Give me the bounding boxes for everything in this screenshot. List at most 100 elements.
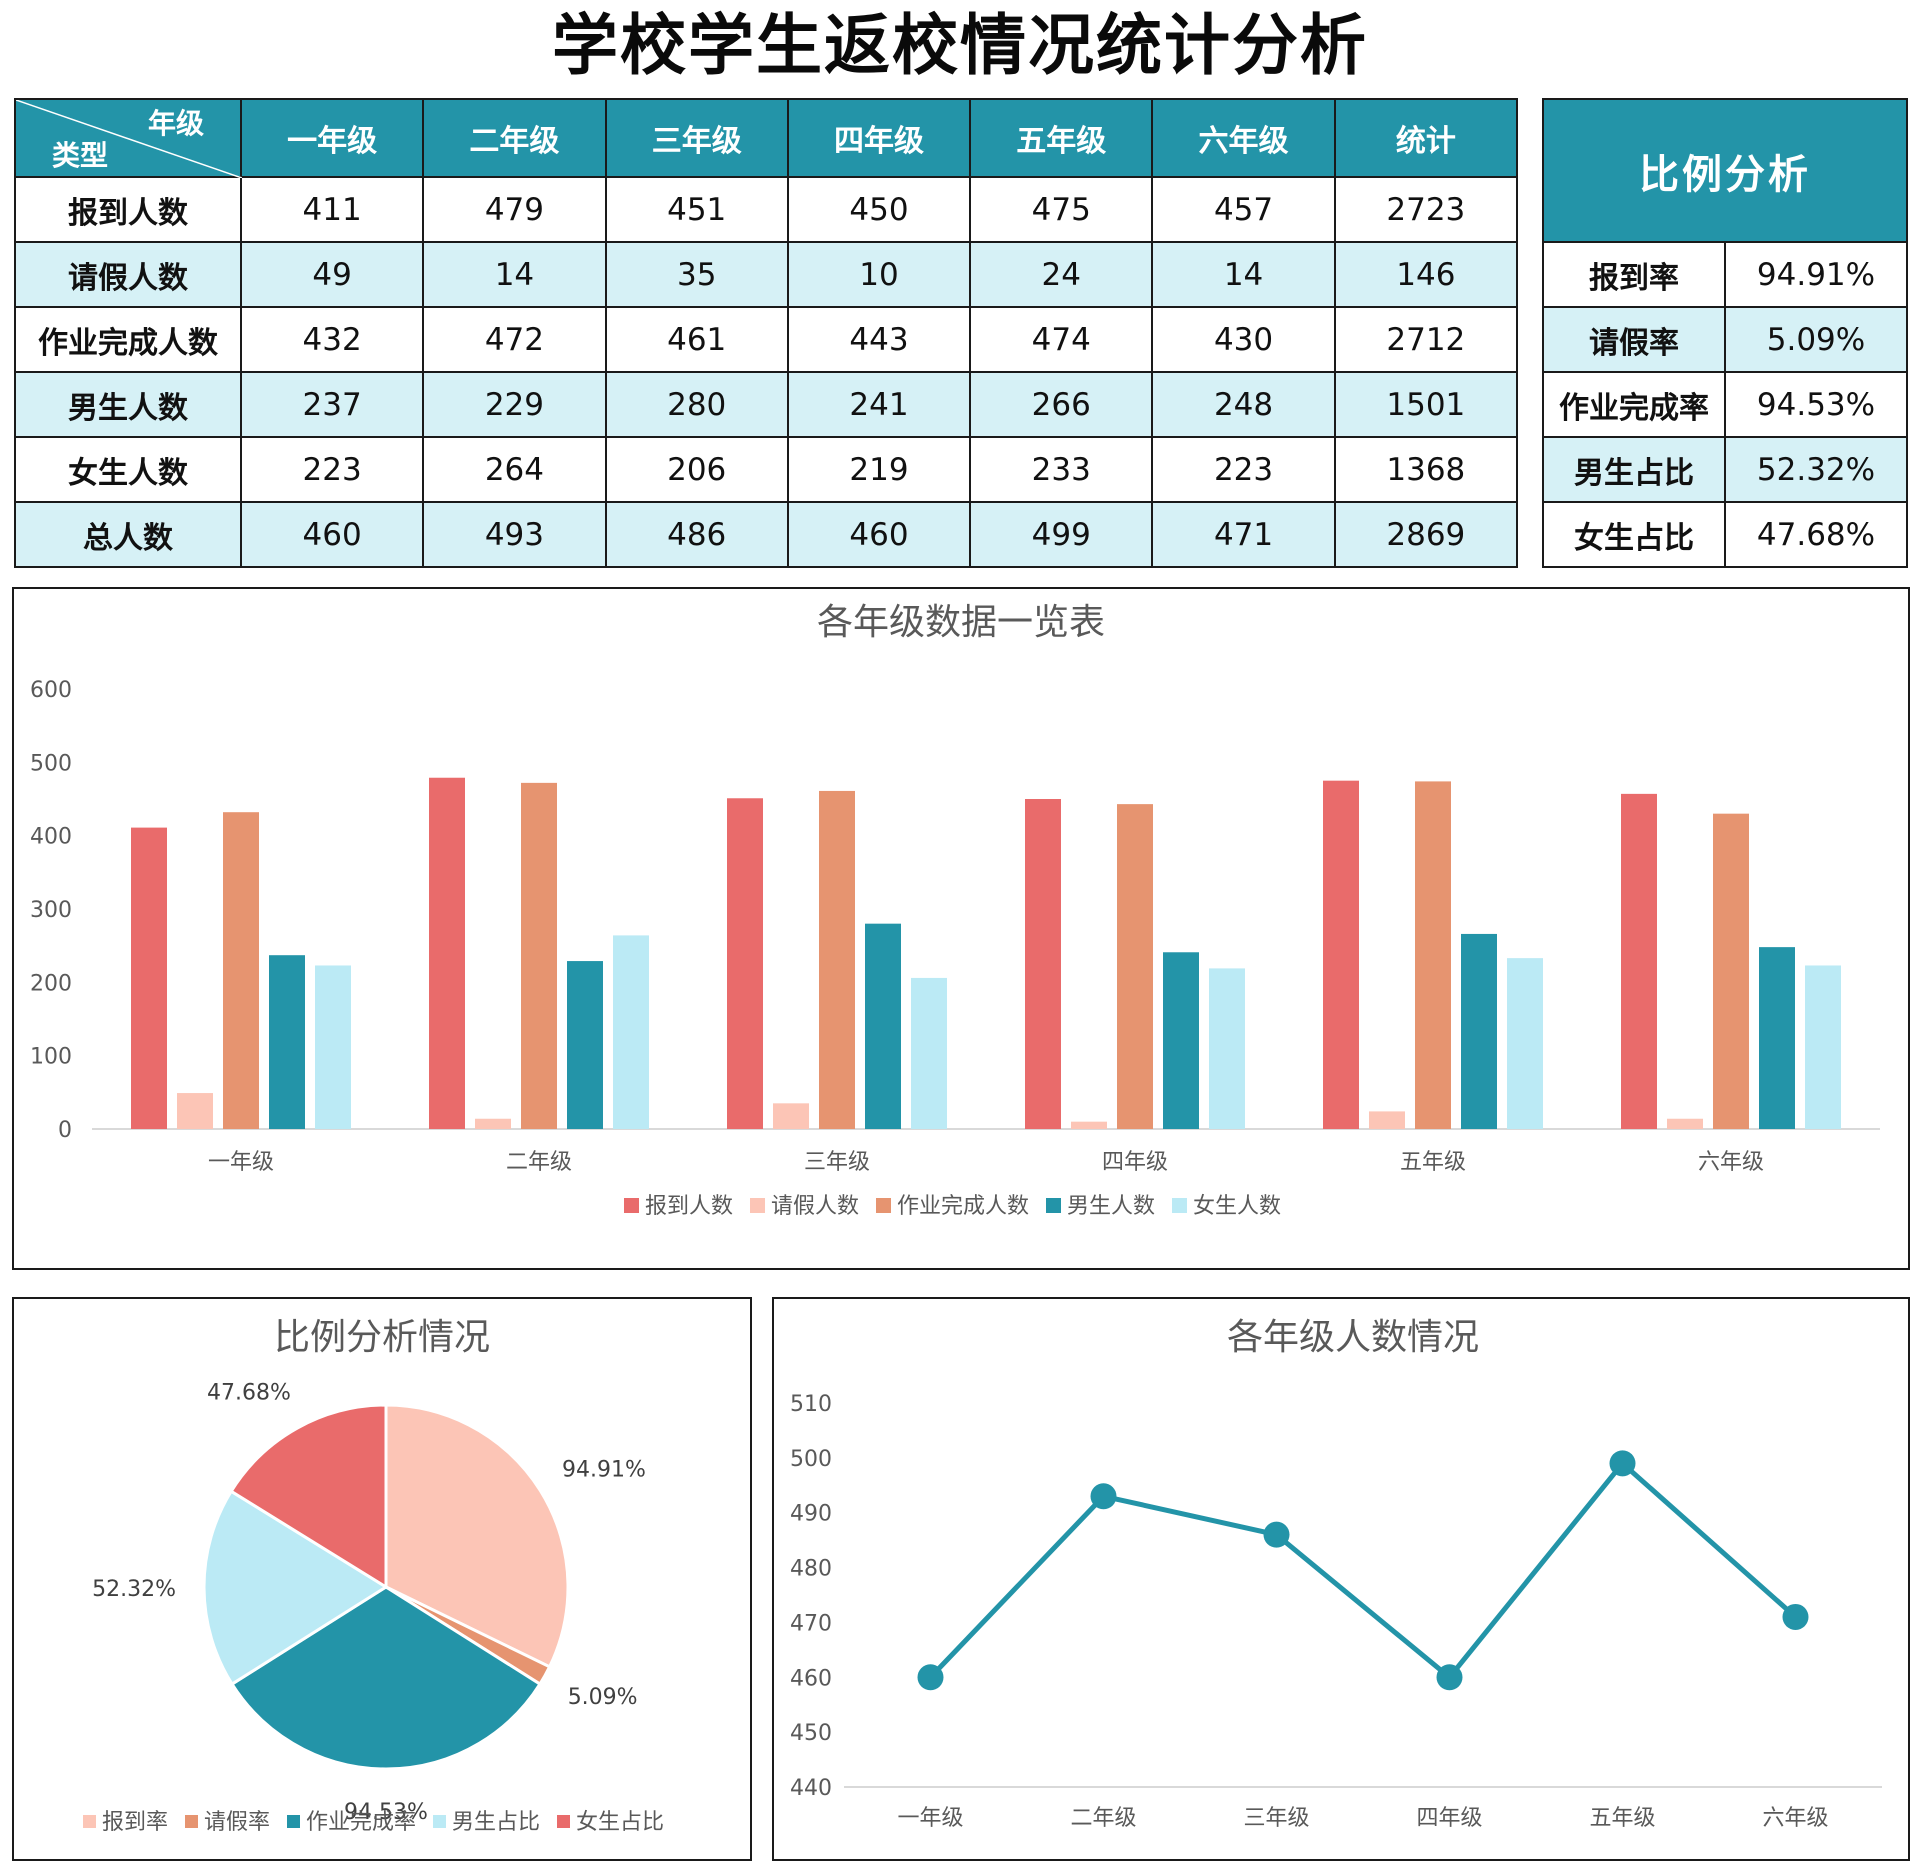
y-tick-label: 480: [790, 1557, 832, 1582]
pie-data-label: 47.68%: [207, 1380, 291, 1405]
table-row: 请假人数 49 14 35 10 24 14 146: [14, 241, 1519, 308]
table-cell: 264: [422, 436, 607, 503]
legend-label: 作业完成率: [306, 1810, 416, 1835]
y-tick-label: 470: [790, 1611, 832, 1636]
x-tick-label: 六年级: [1762, 1806, 1828, 1831]
line-point: [1436, 1664, 1463, 1691]
ratio-table-header: 比例分析: [1542, 98, 1908, 243]
x-tick-label: 五年级: [1589, 1806, 1655, 1831]
chart-title: 各年级数据一览表: [817, 602, 1105, 643]
ratio-label: 报到率: [1542, 241, 1726, 308]
line-chart: 各年级人数情况 440 450 460 470 480 490 500 510 一年级 二年级 三年级…: [790, 1317, 1882, 1831]
pie-chart-panel: 比例分析情况 94.91% 5.09% 94.53% 52.32% 47.68% 报到率 请假…: [12, 1297, 752, 1861]
bar: [1621, 793, 1657, 1129]
table-cell: 1501: [1333, 371, 1519, 438]
x-tick-label: 三年级: [804, 1150, 870, 1175]
table-cell: 443: [786, 306, 972, 373]
line-point: [1782, 1603, 1809, 1630]
bar: [475, 1118, 511, 1129]
ratio-value: 5.09%: [1724, 306, 1908, 373]
pie-data-label: 94.53%: [344, 1800, 428, 1825]
pie-slice: [229, 1585, 543, 1771]
y-tick-label: 450: [790, 1721, 832, 1746]
bar: [1163, 952, 1199, 1129]
table-cell: 474: [969, 306, 1154, 373]
table-cell: 486: [604, 501, 789, 568]
ratio-row: 男生占比 52.32%: [1542, 436, 1908, 503]
x-tick-label: 一年级: [897, 1806, 963, 1831]
pie-data-label: 52.32%: [92, 1577, 176, 1602]
legend-label: 报到人数: [645, 1194, 733, 1219]
bar: [1667, 1118, 1703, 1129]
column-header: 六年级: [1151, 98, 1336, 178]
table-cell: 460: [239, 501, 425, 568]
grade-statistics-table: 年级 类型 一年级 二年级 三年级 四年级 五年级 六年级 统计 报到人数 41…: [14, 98, 1519, 568]
table-cell: 24: [969, 241, 1154, 308]
x-tick-label: 三年级: [1243, 1806, 1309, 1831]
ratio-row: 女生占比 47.68%: [1542, 501, 1908, 568]
row-label: 总人数: [14, 501, 242, 568]
pie-slice: [384, 1403, 570, 1669]
bar: [819, 790, 855, 1129]
bar: [1071, 1121, 1107, 1129]
table-cell: 10: [786, 241, 972, 308]
bar: [223, 812, 259, 1129]
legend-swatch: [624, 1198, 639, 1213]
ratio-value: 94.91%: [1724, 241, 1908, 308]
table-cell: 432: [239, 306, 425, 373]
ratio-value: 52.32%: [1724, 436, 1908, 503]
series-line: [928, 1460, 1798, 1680]
pie-data-label: 94.91%: [562, 1457, 646, 1482]
bar: [1805, 965, 1841, 1129]
table-cell: 471: [1151, 501, 1336, 568]
ratio-label: 女生占比: [1542, 501, 1726, 568]
pie-slice: [229, 1403, 388, 1590]
x-tick-label: 五年级: [1400, 1150, 1466, 1175]
bar: [1025, 799, 1061, 1129]
legend-swatch: [433, 1815, 446, 1828]
table-cell: 493: [422, 501, 607, 568]
table-cell: 280: [604, 371, 789, 438]
line-point: [1263, 1521, 1290, 1548]
line-point: [1609, 1450, 1636, 1477]
table-cell: 460: [786, 501, 972, 568]
table-cell: 206: [604, 436, 789, 503]
column-header: 五年级: [969, 98, 1154, 178]
legend-label: 作业完成人数: [897, 1194, 1029, 1219]
legend-swatch: [1172, 1198, 1187, 1213]
bar: [429, 777, 465, 1129]
legend-label: 请假人数: [771, 1194, 859, 1219]
bar: [1323, 780, 1359, 1129]
ratio-value: 47.68%: [1724, 501, 1908, 568]
legend-swatch: [557, 1815, 570, 1828]
bar-chart: 各年级数据一览表 0 100 200 300 400 500 600 一年级 二年级 三年级 四年级 五…: [30, 602, 1880, 1219]
column-header: 三年级: [604, 98, 789, 178]
column-header: 一年级: [239, 98, 425, 178]
page-title: 学校学生返校情况统计分析: [552, 7, 1368, 84]
table-row: 总人数 460 493 486 460 499 471 2869: [14, 501, 1519, 568]
bar: [521, 782, 557, 1129]
column-header-total: 统计: [1333, 98, 1519, 178]
y-tick-label: 510: [790, 1392, 832, 1417]
table-cell: 430: [1151, 306, 1336, 373]
bar: [1117, 804, 1153, 1129]
bar: [177, 1093, 213, 1129]
table-cell: 2712: [1333, 306, 1519, 373]
table-cell: 219: [786, 436, 972, 503]
legend-label: 请假率: [204, 1810, 270, 1835]
table-cell: 266: [969, 371, 1154, 438]
table-cell: 14: [422, 241, 607, 308]
legend-label: 男生人数: [1067, 1194, 1155, 1219]
legend-swatch: [83, 1815, 96, 1828]
table-cell: 450: [786, 176, 972, 243]
table-cell: 229: [422, 371, 607, 438]
table-cell: 241: [786, 371, 972, 438]
ratio-row: 请假率 5.09%: [1542, 306, 1908, 373]
row-label: 请假人数: [14, 241, 242, 308]
ratio-label: 作业完成率: [1542, 371, 1726, 438]
bar: [1507, 958, 1543, 1129]
table-cell: 237: [239, 371, 425, 438]
y-tick-label: 500: [30, 751, 72, 776]
table-cell: 223: [239, 436, 425, 503]
table-cell: 461: [604, 306, 789, 373]
